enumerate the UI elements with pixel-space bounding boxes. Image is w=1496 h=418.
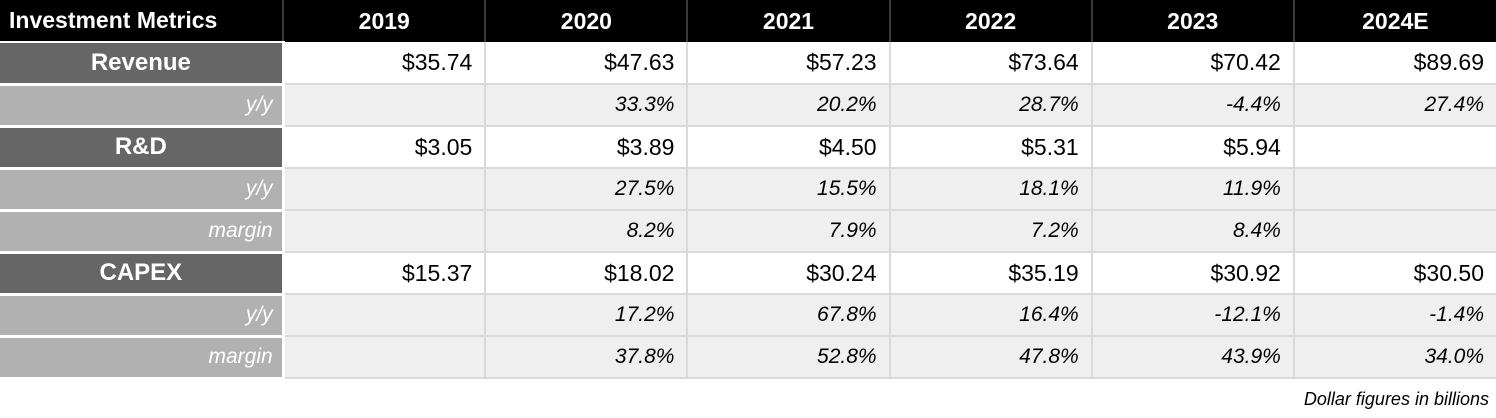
capex-yoy-2020: 17.2%: [484, 294, 688, 337]
rd-yoy-2020: 27.5%: [484, 168, 688, 211]
capex-yoy-2021: 67.8%: [686, 294, 890, 337]
revenue-yoy-2022: 28.7%: [888, 84, 1092, 127]
year-header-2020: 2020: [484, 0, 688, 42]
capex-yoy-2023: -12.1%: [1090, 294, 1294, 337]
table-row-capex-margin: margin 37.8% 52.8% 47.8% 43.9% 34.0%: [0, 336, 1496, 380]
capex-margin-2022: 47.8%: [888, 336, 1092, 379]
rd-margin-2023: 8.4%: [1090, 210, 1294, 253]
capex-2023: $30.92: [1090, 252, 1294, 295]
capex-2022: $35.19: [888, 252, 1092, 295]
sub-label-revenue-yoy: y/y: [0, 84, 285, 128]
header-row: Investment Metrics 2019 2020 2021 2022 2…: [0, 0, 1496, 42]
year-header-2023: 2023: [1090, 0, 1294, 42]
table-row-capex: CAPEX $15.37 $18.02 $30.24 $35.19 $30.92…: [0, 251, 1496, 296]
revenue-yoy-2021: 20.2%: [686, 84, 890, 127]
capex-2020: $18.02: [484, 252, 688, 295]
metric-label-rd: R&D: [0, 125, 285, 170]
revenue-2019: $35.74: [282, 42, 486, 85]
investment-metrics-table: Investment Metrics 2019 2020 2021 2022 2…: [0, 0, 1496, 380]
rd-margin-2019: [282, 210, 486, 253]
capex-margin-2019: [282, 336, 486, 379]
revenue-2021: $57.23: [686, 42, 890, 85]
rd-2019: $3.05: [282, 126, 486, 169]
capex-2024e: $30.50: [1292, 252, 1496, 295]
rd-2021: $4.50: [686, 126, 890, 169]
table-row-revenue: Revenue $35.74 $47.63 $57.23 $73.64 $70.…: [0, 41, 1496, 86]
revenue-yoy-2020: 33.3%: [484, 84, 688, 127]
footnote: Dollar figures in billions: [1303, 388, 1489, 409]
rd-yoy-2021: 15.5%: [686, 168, 890, 211]
year-header-2019: 2019: [282, 0, 486, 42]
rd-yoy-2019: [282, 168, 486, 211]
rd-2020: $3.89: [484, 126, 688, 169]
capex-2021: $30.24: [686, 252, 890, 295]
year-header-2022: 2022: [888, 0, 1092, 42]
table-row-rd-margin: margin 8.2% 7.9% 7.2% 8.4%: [0, 210, 1496, 254]
capex-margin-2023: 43.9%: [1090, 336, 1294, 379]
revenue-yoy-2023: -4.4%: [1090, 84, 1294, 127]
table-row-revenue-yoy: y/y 33.3% 20.2% 28.7% -4.4% 27.4%: [0, 84, 1496, 128]
rd-margin-2024e: [1292, 210, 1496, 253]
rd-margin-2022: 7.2%: [888, 210, 1092, 253]
capex-margin-2021: 52.8%: [686, 336, 890, 379]
metric-label-capex: CAPEX: [0, 251, 285, 296]
year-header-2021: 2021: [686, 0, 890, 42]
rd-2022: $5.31: [888, 126, 1092, 169]
capex-yoy-2024e: -1.4%: [1292, 294, 1496, 337]
sub-label-rd-margin: margin: [0, 210, 285, 254]
revenue-yoy-2024e: 27.4%: [1292, 84, 1496, 127]
rd-yoy-2024e: [1292, 168, 1496, 211]
revenue-yoy-2019: [282, 84, 486, 127]
table-row-rd-yoy: y/y 27.5% 15.5% 18.1% 11.9%: [0, 168, 1496, 212]
revenue-2023: $70.42: [1090, 42, 1294, 85]
sub-label-rd-yoy: y/y: [0, 168, 285, 212]
rd-yoy-2022: 18.1%: [888, 168, 1092, 211]
table-title-cell: Investment Metrics: [0, 0, 284, 42]
rd-margin-2020: 8.2%: [484, 210, 688, 253]
capex-margin-2024e: 34.0%: [1292, 336, 1496, 379]
capex-2019: $15.37: [282, 252, 486, 295]
revenue-2022: $73.64: [888, 42, 1092, 85]
revenue-2020: $47.63: [484, 42, 688, 85]
rd-yoy-2023: 11.9%: [1090, 168, 1294, 211]
rd-2024e: [1292, 126, 1496, 169]
capex-margin-2020: 37.8%: [484, 336, 688, 379]
table-row-rd: R&D $3.05 $3.89 $4.50 $5.31 $5.94: [0, 125, 1496, 170]
rd-2023: $5.94: [1090, 126, 1294, 169]
year-header-2024e: 2024E: [1292, 0, 1496, 42]
rd-margin-2021: 7.9%: [686, 210, 890, 253]
capex-yoy-2019: [282, 294, 486, 337]
revenue-2024e: $89.69: [1292, 42, 1496, 85]
sub-label-capex-margin: margin: [0, 336, 285, 380]
capex-yoy-2022: 16.4%: [888, 294, 1092, 337]
table-row-capex-yoy: y/y 17.2% 67.8% 16.4% -12.1% -1.4%: [0, 294, 1496, 338]
sub-label-capex-yoy: y/y: [0, 294, 285, 338]
metric-label-revenue: Revenue: [0, 41, 285, 86]
